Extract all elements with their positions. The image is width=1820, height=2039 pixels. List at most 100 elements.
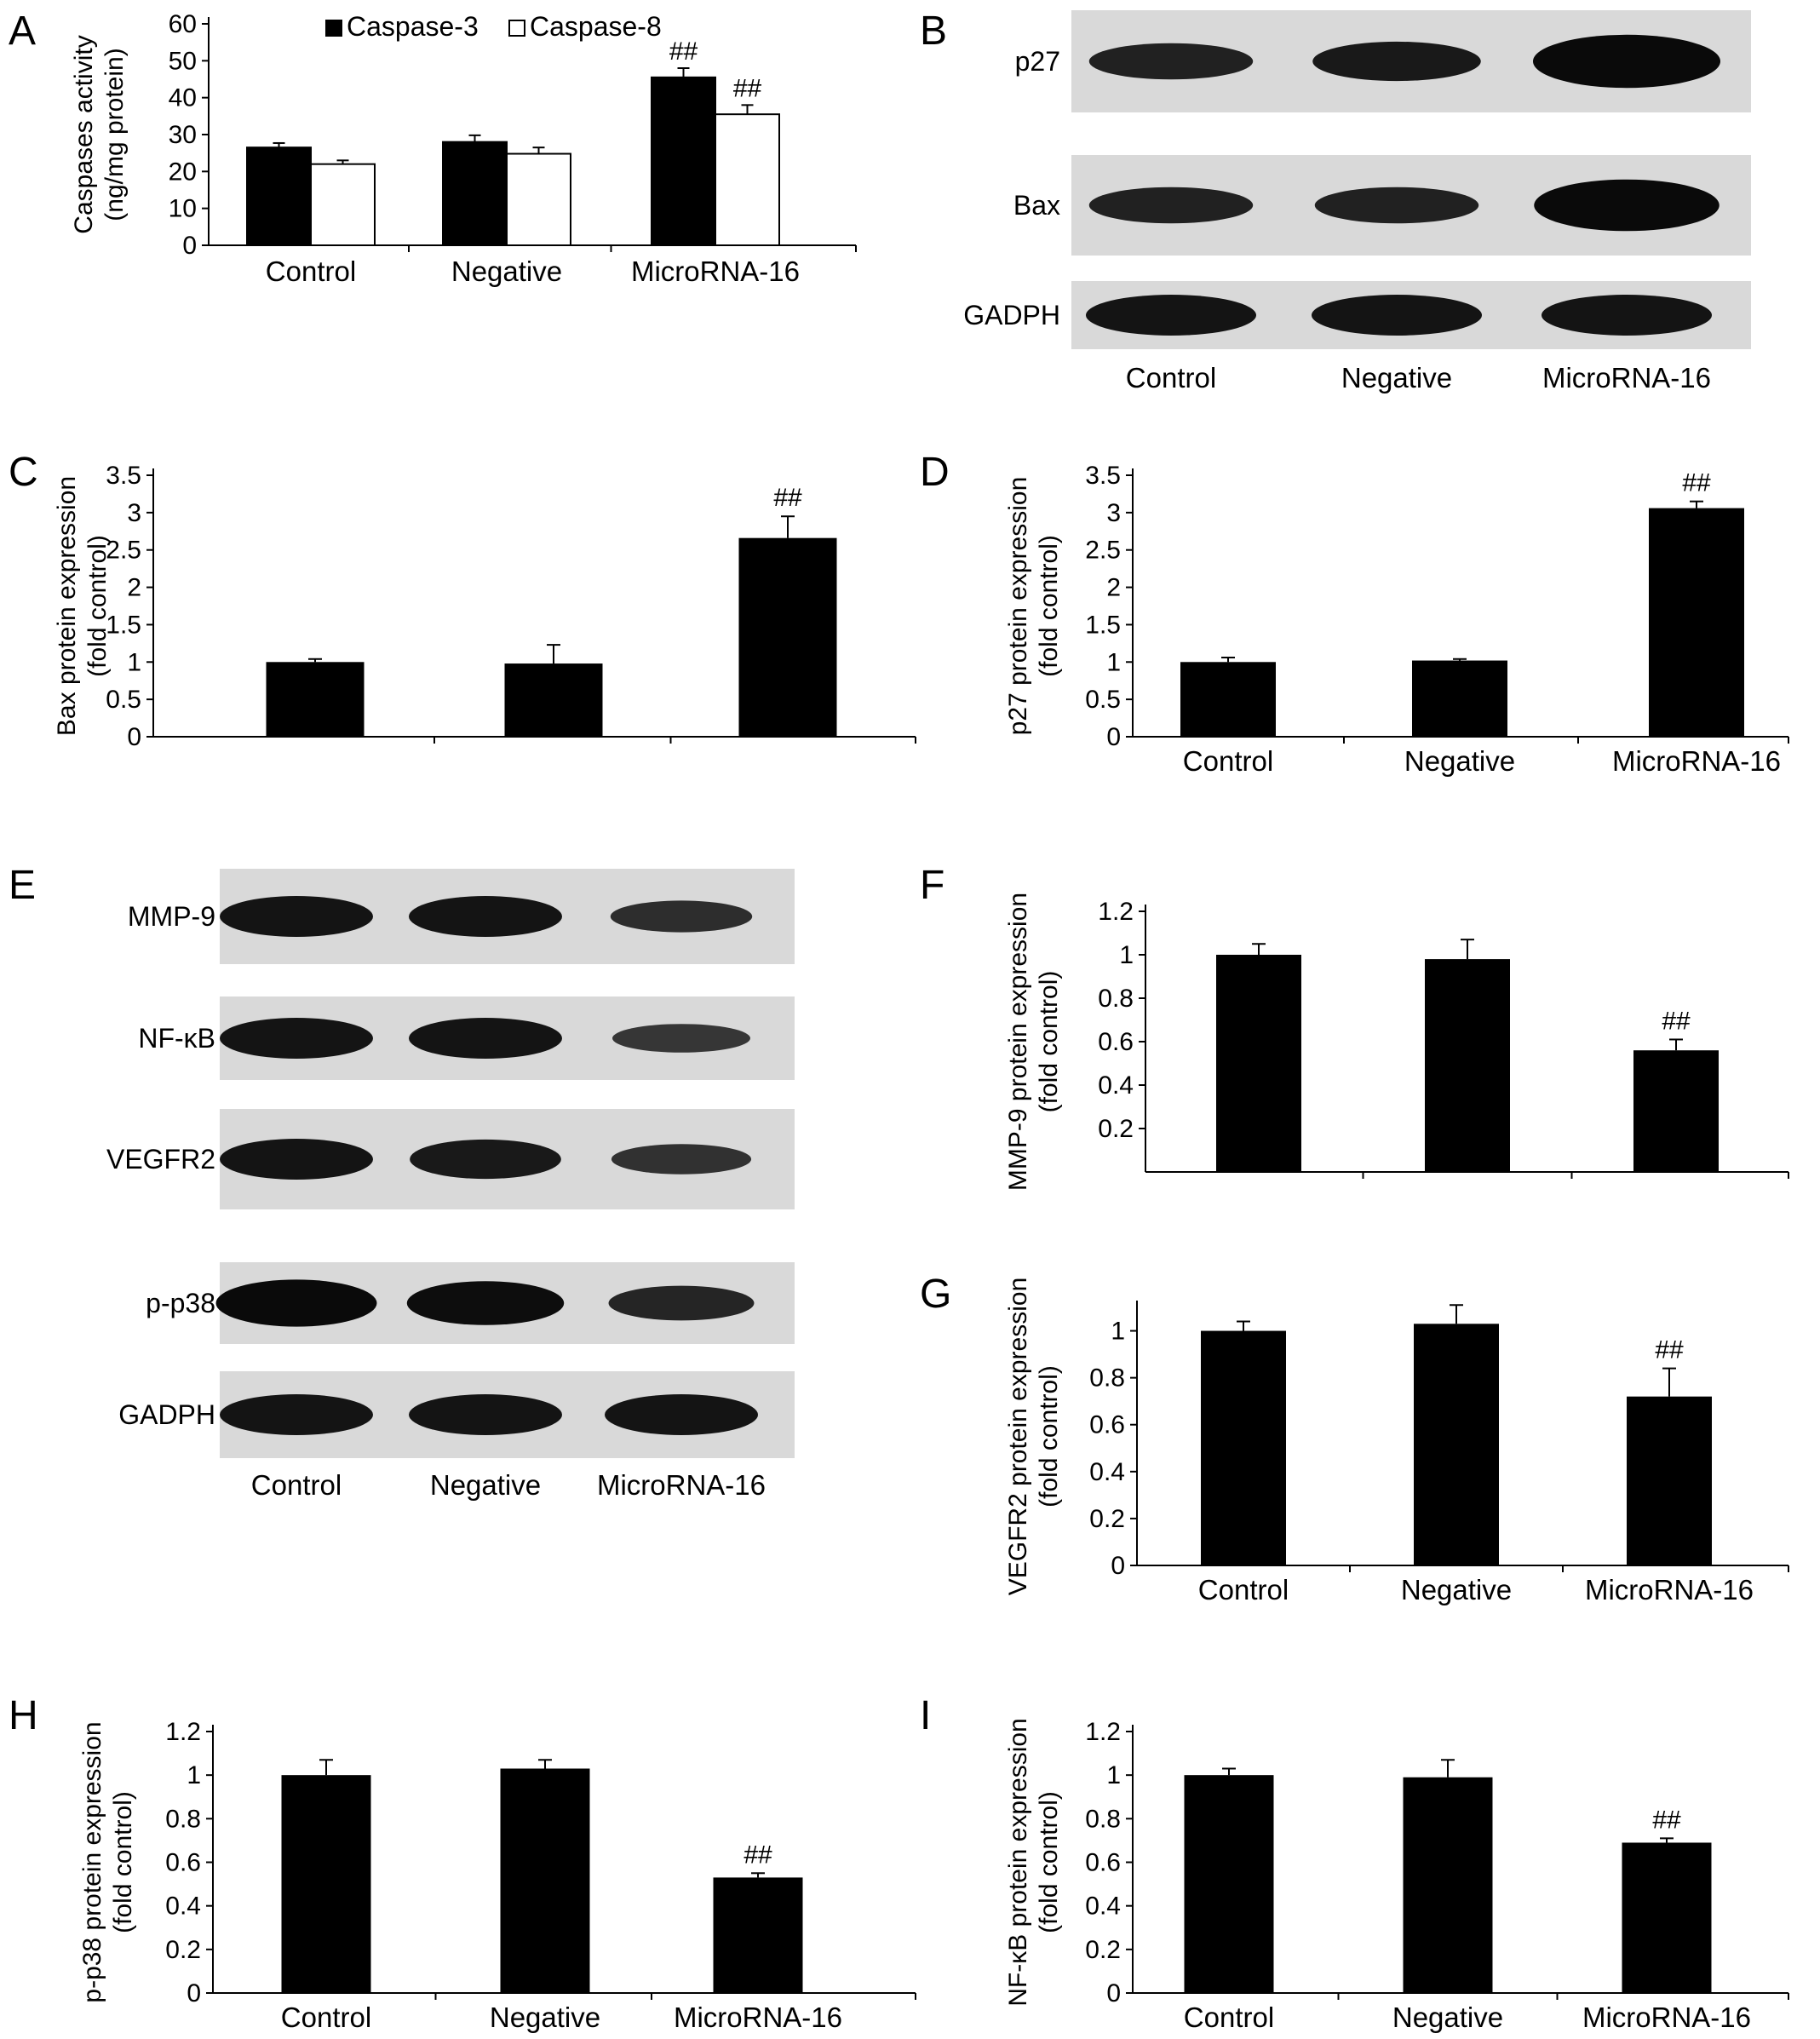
legend-label-caspase-3: Caspase-3 [347, 11, 479, 42]
y-axis-label-line: (ng/mg protein) [100, 48, 129, 221]
category-label-i: MicroRNA-16 [1582, 2002, 1751, 2033]
panel-label-h: H [9, 1693, 38, 1738]
y-axis-label-line: (fold control) [83, 535, 112, 677]
y-tick-label-g: 1 [1111, 1318, 1125, 1346]
blot-row-label: MMP-9 [128, 901, 215, 932]
bar-c [504, 663, 603, 737]
category-label-h: Negative [490, 2002, 600, 2033]
blot-row-label: GADPH [118, 1399, 215, 1430]
blot-band [1534, 179, 1720, 232]
y-axis-label-g: VEGFR2 protein expression (fold control) [1004, 1278, 1063, 1596]
blot-band [611, 1144, 752, 1175]
y-tick-label-a: 50 [169, 47, 197, 75]
blot-row-p-p38: p-p38 [146, 1262, 795, 1344]
bar-g [1201, 1330, 1286, 1565]
category-label-h: Control [281, 2002, 371, 2033]
blot-band [608, 1285, 755, 1321]
blot-band [406, 1281, 565, 1325]
y-tick-label-g: 0 [1111, 1552, 1125, 1580]
bar-g [1627, 1396, 1712, 1565]
y-axis-label-line: (fold control) [1035, 1365, 1063, 1508]
y-axis-label-line: Caspases activity [70, 35, 98, 233]
blot-band [1086, 295, 1256, 336]
y-tick-label-a: 40 [169, 84, 197, 112]
y-axis-label-d: p27 protein expression (fold control) [1004, 477, 1063, 736]
panel-label-g: G [920, 1272, 951, 1317]
bar-f [1633, 1050, 1719, 1172]
y-tick-label-i: 0.6 [1085, 1849, 1121, 1877]
y-axis-label-i: NF-κB protein expression (fold control) [1004, 1718, 1063, 2006]
category-label-g: Negative [1401, 1574, 1512, 1605]
panel-label-f: F [920, 863, 944, 908]
blot-band [409, 1018, 562, 1059]
blot-row-label: GADPH [963, 300, 1060, 330]
bar-a-caspase-3 [651, 76, 716, 247]
western-blot-e: MMP-9 NF-κB VEGFR2 p-p38 GADPH Control Negativ… [106, 869, 795, 1501]
bar-c [266, 662, 365, 737]
blot-row-gadph: GADPH [118, 1371, 795, 1458]
blot-band [220, 896, 373, 937]
y-tick-label-c: 3.5 [106, 462, 141, 490]
blot-band [409, 1394, 562, 1435]
significance-label-f: ## [1662, 1007, 1691, 1035]
y-tick-label-i: 1.2 [1085, 1718, 1121, 1746]
y-tick-label-f: 1.2 [1098, 898, 1134, 926]
panel-label-e: E [9, 863, 36, 908]
panel-label-a: A [9, 9, 36, 54]
y-tick-label-g: 0.2 [1089, 1505, 1125, 1533]
bar-g [1414, 1324, 1499, 1565]
chart-f: 0.2 0.4 0.6 0.8 1 1.2 MMP-9 protein expression… [1004, 893, 1789, 1191]
blot-row-label: Bax [1013, 190, 1060, 221]
category-label-d: MicroRNA-16 [1612, 745, 1781, 777]
y-axis-label-line: (fold control) [1035, 535, 1063, 677]
y-tick-label-c: 2.5 [106, 537, 141, 565]
category-label-i: Negative [1392, 2002, 1503, 2033]
y-tick-label-f: 1 [1119, 941, 1134, 969]
y-tick-label-h: 0 [187, 1979, 201, 2007]
y-tick-label-a: 30 [169, 121, 197, 149]
blot-band [220, 1394, 373, 1435]
blot-band [220, 1018, 373, 1059]
blot-row-p27: p27 [1015, 10, 1751, 112]
y-tick-label-f: 0.2 [1098, 1115, 1134, 1143]
y-tick-label-c: 3 [127, 499, 141, 527]
blot-band [610, 900, 753, 933]
chart-a: 0 10 20 30 40 50 60 Caspases activity (ng/mg pro… [70, 10, 857, 287]
category-label-d: Control [1183, 745, 1273, 777]
blot-band [215, 1279, 377, 1327]
blot-lane-label: Control [251, 1469, 342, 1501]
chart-d: 0 0.5 1 1.5 2 2.5 3 3.5 p27 protein expression (f… [1004, 462, 1789, 777]
y-axis-label-line: p27 protein expression [1004, 477, 1032, 736]
panel-label-d: D [920, 450, 950, 495]
legend-swatch-caspase-3 [325, 20, 342, 37]
category-label-a: Control [266, 256, 356, 287]
category-label-d: Negative [1404, 745, 1515, 777]
y-tick-label-h: 0.2 [165, 1936, 201, 1964]
y-tick-label-h: 0.4 [165, 1893, 201, 1921]
bar-d [1412, 660, 1507, 737]
panel-label-i: I [920, 1693, 931, 1738]
bar-c [738, 537, 837, 737]
y-axis-label-h: p-p38 protein expression (fold control) [78, 1721, 137, 2002]
y-tick-label-c: 0 [127, 723, 141, 751]
blot-row-mmp-9: MMP-9 [128, 869, 795, 964]
y-tick-label-d: 2 [1106, 574, 1121, 602]
y-tick-label-f: 0.4 [1098, 1071, 1134, 1100]
y-tick-label-d: 1.5 [1085, 611, 1121, 639]
y-tick-label-a: 10 [169, 195, 197, 223]
y-tick-label-a: 20 [169, 158, 197, 186]
bar-a-caspase-3 [442, 141, 508, 247]
y-axis-label-line: Bax protein expression [53, 476, 81, 736]
category-label-g: MicroRNA-16 [1585, 1574, 1754, 1605]
bar-h [713, 1877, 803, 1993]
y-axis-label-f: MMP-9 protein expression (fold control) [1004, 893, 1063, 1191]
blot-lane-label: Control [1126, 362, 1216, 393]
blot-row-label: VEGFR2 [106, 1144, 215, 1175]
y-tick-label-h: 0.6 [165, 1849, 201, 1877]
significance-label-i: ## [1652, 1806, 1681, 1834]
y-tick-label-c: 1.5 [106, 611, 141, 639]
y-axis-label-line: (fold control) [109, 1791, 137, 1933]
blot-row-bax: Bax [1013, 155, 1751, 256]
